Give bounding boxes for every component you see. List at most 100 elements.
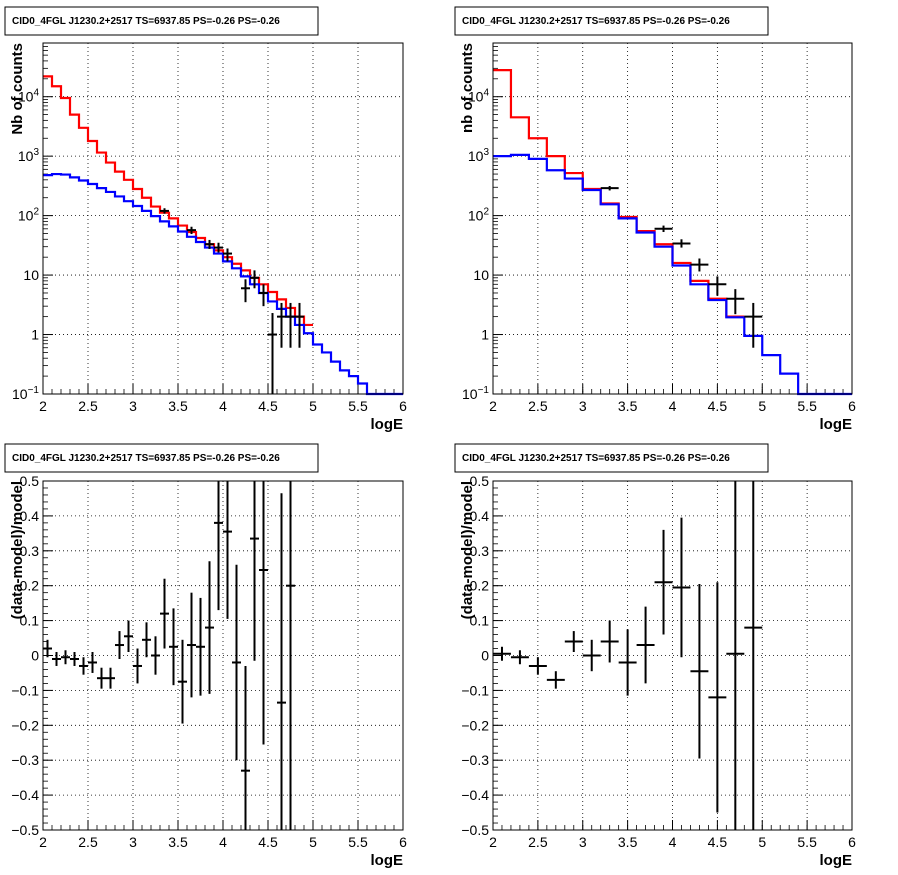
x-tick-label: 6 xyxy=(399,398,407,414)
x-tick-label: 3 xyxy=(129,834,137,850)
data-point xyxy=(106,667,115,689)
data-point xyxy=(52,652,61,666)
data-point xyxy=(654,225,673,233)
data-point xyxy=(744,481,763,830)
x-tick-label: 5 xyxy=(758,834,766,850)
data-point xyxy=(259,284,268,307)
y-tick-label: 0.1 xyxy=(20,613,40,629)
x-tick-label: 3 xyxy=(579,398,587,414)
data-point xyxy=(744,302,763,348)
x-tick-label: 3.5 xyxy=(168,834,188,850)
x-tick-label: 2.5 xyxy=(528,398,548,414)
data-point xyxy=(726,289,745,315)
pad-title: CID0_4FGL J1230.2+2517 TS=6937.85 PS=-0.… xyxy=(462,16,730,27)
residual-right-panel: CID0_4FGL J1230.2+2517 TS=6937.85 PS=-0.… xyxy=(454,443,856,869)
data-point xyxy=(187,226,196,235)
y-tick-label: 0.5 xyxy=(470,473,490,489)
x-axis-title: logE xyxy=(371,852,404,869)
y-tick-label: 103 xyxy=(18,147,40,164)
pad-title-box: CID0_4FGL J1230.2+2517 TS=6937.85 PS=-0.… xyxy=(454,6,769,36)
data-point xyxy=(97,667,106,689)
x-tick-label: 4 xyxy=(219,834,227,850)
x-tick-label: 6 xyxy=(399,834,407,850)
data-point xyxy=(277,493,286,830)
pad-title-frame xyxy=(4,443,319,473)
x-tick-label: 5 xyxy=(309,398,317,414)
x-tick-label: 2 xyxy=(39,398,47,414)
data-point xyxy=(232,564,241,761)
data-point xyxy=(214,481,223,611)
y-tick-label: 10 xyxy=(23,267,39,283)
y-tick-label: −0.5 xyxy=(11,822,39,838)
y-tick-label: −0.4 xyxy=(461,787,489,803)
data-point xyxy=(214,242,223,253)
data-point xyxy=(205,561,214,694)
plot-frame xyxy=(42,42,404,395)
x-tick-label: 2.5 xyxy=(528,834,548,850)
plot-frame xyxy=(42,480,404,831)
pad-title-frame xyxy=(4,6,319,36)
y-tick-label: −0.4 xyxy=(11,787,39,803)
x-tick-label: 5.5 xyxy=(348,398,368,414)
x-tick-label: 3.5 xyxy=(618,398,638,414)
data-point xyxy=(564,631,583,653)
x-tick-label: 6 xyxy=(848,398,856,414)
data-point xyxy=(223,248,232,262)
source-model-histogram xyxy=(43,172,403,396)
x-tick-label: 4.5 xyxy=(258,398,278,414)
pad-title-box: CID0_4FGL J1230.2+2517 TS=6937.85 PS=-0.… xyxy=(454,443,769,473)
counts-right-panel: CID0_4FGL J1230.2+2517 TS=6937.85 PS=-0.… xyxy=(454,6,856,433)
x-tick-label: 3.5 xyxy=(168,398,188,414)
y-tick-label: −0.5 xyxy=(461,822,489,838)
y-tick-label: 0.3 xyxy=(470,543,490,559)
pad-title-box: CID0_4FGL J1230.2+2517 TS=6937.85 PS=-0.… xyxy=(4,6,319,36)
y-axis-title: (data-model)/model xyxy=(9,481,26,619)
y-tick-label: −0.1 xyxy=(11,682,39,698)
x-tick-label: 4 xyxy=(669,398,677,414)
data-point xyxy=(277,302,286,348)
data-point xyxy=(151,636,160,675)
y-tick-label: 10 xyxy=(473,267,489,283)
data-point xyxy=(708,582,727,813)
x-tick-label: 3.5 xyxy=(618,834,638,850)
data-point xyxy=(115,631,124,659)
data-point xyxy=(250,481,259,661)
data-point xyxy=(88,652,97,673)
data-point xyxy=(169,608,178,686)
y-tick-label: 102 xyxy=(18,207,40,224)
y-tick-label: 0.3 xyxy=(20,543,40,559)
x-tick-label: 5 xyxy=(309,834,317,850)
x-tick-label: 4 xyxy=(669,834,677,850)
data-point xyxy=(43,639,52,658)
y-tick-label: −0.1 xyxy=(461,682,489,698)
y-tick-label: 10−1 xyxy=(462,385,489,402)
data-point xyxy=(70,652,79,666)
y-tick-label: 0.2 xyxy=(20,578,40,594)
data-point xyxy=(196,597,205,696)
y-tick-label: −0.2 xyxy=(461,717,489,733)
y-tick-label: 0.4 xyxy=(470,508,490,524)
pad-title-frame xyxy=(454,6,769,36)
y-tick-label: 1 xyxy=(31,327,39,343)
data-point xyxy=(178,639,187,724)
plot-frame xyxy=(492,480,853,831)
pad-title-box: CID0_4FGL J1230.2+2517 TS=6937.85 PS=-0.… xyxy=(4,443,319,473)
y-tick-label: 104 xyxy=(18,88,40,105)
total-model-histogram xyxy=(493,69,745,318)
data-point xyxy=(672,517,691,658)
y-axis-title: nb of counts xyxy=(459,43,476,133)
pad-title: CID0_4FGL J1230.2+2517 TS=6937.85 PS=-0.… xyxy=(12,16,280,27)
data-point xyxy=(582,639,601,672)
data-point xyxy=(528,657,547,675)
data-point xyxy=(268,313,277,394)
x-tick-label: 2 xyxy=(489,398,497,414)
data-point xyxy=(708,276,727,296)
plot-frame xyxy=(492,42,853,395)
counts-left-panel: CID0_4FGL J1230.2+2517 TS=6937.85 PS=-0.… xyxy=(4,6,407,433)
x-tick-label: 5.5 xyxy=(797,398,817,414)
residual-left-panel: CID0_4FGL J1230.2+2517 TS=6937.85 PS=-0.… xyxy=(4,443,407,869)
data-point xyxy=(124,620,133,653)
data-point xyxy=(160,578,169,649)
x-tick-label: 2 xyxy=(39,834,47,850)
pad-title-frame xyxy=(454,443,769,473)
